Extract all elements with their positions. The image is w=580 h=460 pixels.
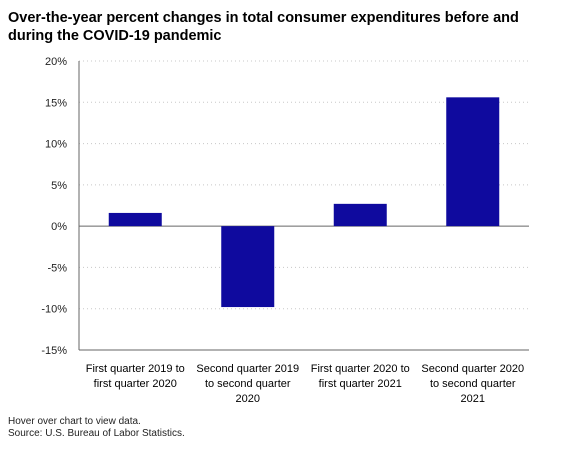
bar: [446, 97, 500, 227]
x-category-label: Second quarter 2020: [421, 363, 524, 375]
x-category-label: to second quarter: [205, 378, 291, 390]
chart-title-line-2: during the COVID-19 pandemic: [8, 28, 222, 44]
bar: [221, 226, 275, 308]
x-category-label: to second quarter: [430, 378, 516, 390]
y-tick-label: 0%: [51, 221, 67, 233]
y-tick-label: 5%: [51, 180, 67, 192]
chart-title-line-1: Over-the-year percent changes in total c…: [8, 10, 519, 26]
bars: [108, 97, 500, 308]
x-category-label: first quarter 2021: [319, 378, 402, 390]
hover-note: Hover over chart to view data.: [8, 416, 141, 427]
x-category-label: First quarter 2019 to: [86, 363, 185, 375]
y-tick-label: 10%: [45, 139, 67, 151]
x-category-label: First quarter 2020 to: [311, 363, 410, 375]
x-category-label: 2020: [236, 393, 260, 405]
y-tick-label: -5%: [47, 262, 67, 274]
bar: [333, 203, 387, 227]
bar: [108, 212, 162, 227]
x-category-label: first quarter 2020: [94, 378, 177, 390]
x-axis-category-labels: First quarter 2019 to first quarter 2020 S…: [86, 363, 524, 405]
y-tick-label: 15%: [45, 97, 67, 109]
y-axis-tick-labels: 20% 15% 10% 5% 0% -5% -10% -15%: [41, 56, 67, 357]
y-tick-label: 20%: [45, 56, 67, 68]
chart-title: Over-the-year percent changes in total c…: [8, 9, 568, 45]
y-tick-label: -10%: [41, 304, 67, 316]
x-category-label: 2021: [461, 393, 485, 405]
source-note: Source: U.S. Bureau of Labor Statistics.: [8, 428, 185, 439]
chart-footer: Hover over chart to view data. Source: U…: [8, 416, 185, 440]
x-category-label: Second quarter 2019: [196, 363, 299, 375]
y-tick-label: -15%: [41, 345, 67, 357]
